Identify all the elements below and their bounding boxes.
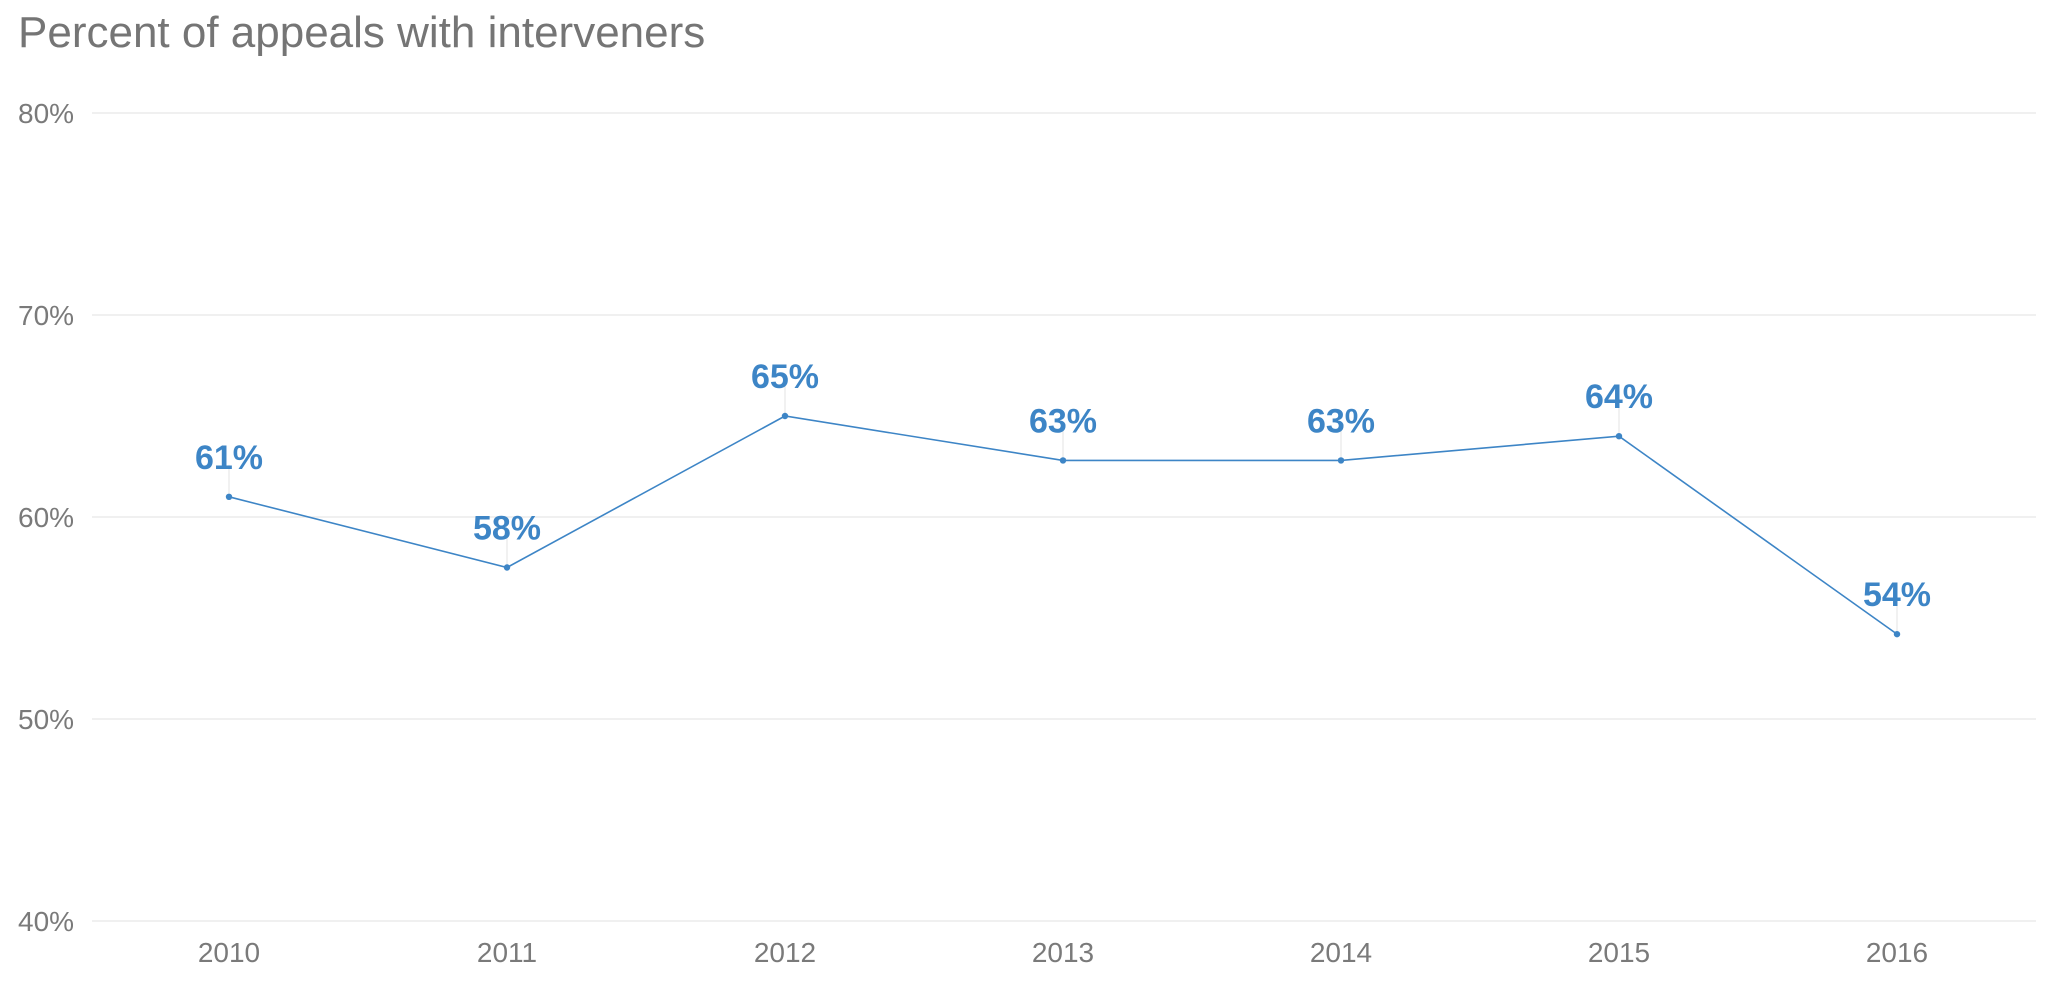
data-point	[1615, 433, 1623, 440]
data-label: 63%	[1307, 402, 1375, 440]
x-axis-ticks: 2010 2011 2012 2013 2014 2015 2016	[198, 937, 1928, 968]
data-label: 63%	[1029, 402, 1097, 440]
data-labels: 61% 58% 65% 63% 63% 64% 54%	[195, 358, 1931, 614]
gridlines	[92, 112, 2036, 922]
data-label: 54%	[1863, 576, 1931, 614]
data-label: 58%	[473, 510, 541, 548]
y-axis-ticks: 40% 50% 60% 70% 80%	[18, 98, 74, 937]
data-label: 65%	[751, 358, 819, 396]
y-tick-label: 50%	[18, 704, 74, 735]
y-tick-label: 70%	[18, 300, 74, 331]
x-tick-label: 2013	[1032, 937, 1094, 968]
series-layer	[225, 412, 1901, 638]
data-point	[781, 412, 789, 420]
data-label: 64%	[1585, 378, 1653, 416]
data-point	[1059, 457, 1067, 464]
x-tick-label: 2012	[754, 937, 816, 968]
data-point	[225, 493, 233, 500]
x-tick-label: 2010	[198, 937, 260, 968]
data-label: 61%	[195, 439, 263, 477]
data-point	[503, 564, 511, 571]
x-tick-label: 2016	[1866, 937, 1928, 968]
data-point	[1337, 457, 1345, 464]
y-tick-label: 60%	[18, 502, 74, 533]
y-tick-label: 80%	[18, 98, 74, 129]
x-tick-label: 2015	[1588, 937, 1650, 968]
label-leaders	[228, 384, 1898, 632]
data-point	[1893, 630, 1901, 638]
y-tick-label: 40%	[18, 906, 74, 937]
chart-title: Percent of appeals with interveners	[18, 8, 706, 57]
x-tick-label: 2011	[477, 937, 537, 968]
x-tick-label: 2014	[1310, 937, 1372, 968]
